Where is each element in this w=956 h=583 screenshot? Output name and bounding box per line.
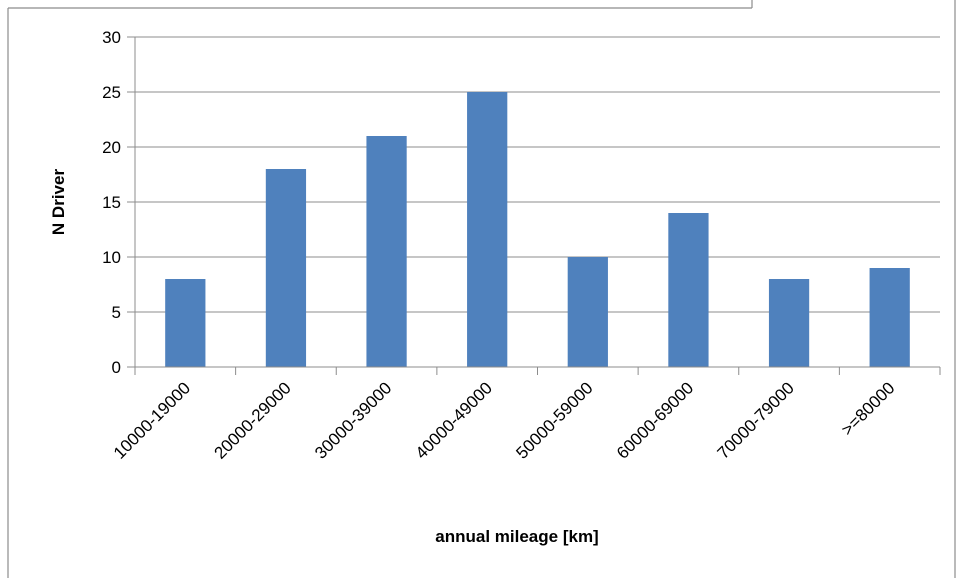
x-tick-label: 60000-69000 [613, 378, 697, 462]
bar-4 [467, 92, 508, 367]
y-tick-label: 15 [102, 193, 121, 212]
y-tick-label: 25 [102, 83, 121, 102]
y-tick-label: 10 [102, 248, 121, 267]
bar-6 [668, 213, 709, 367]
x-axis-label: annual mileage [km] [435, 527, 598, 546]
axes [127, 36, 941, 375]
bar-5 [567, 257, 608, 367]
x-tick-label: >=80000 [838, 378, 899, 439]
y-tick-label: 30 [102, 28, 121, 47]
bar-7 [768, 279, 810, 367]
x-tick-label: 30000-39000 [311, 378, 395, 462]
y-tick-label: 0 [112, 358, 121, 377]
bar-8 [869, 268, 910, 367]
y-axis-label: N Driver [49, 169, 68, 236]
x-tick-labels: 10000-19000 20000-29000 30000-39000 40000-4… [110, 378, 899, 462]
bar-1 [165, 279, 206, 367]
bars [165, 92, 910, 367]
x-tick-label: 20000-29000 [210, 378, 294, 462]
x-tick-label: 40000-49000 [412, 378, 496, 462]
y-tick-labels: 0 5 10 15 20 25 30 [102, 28, 121, 377]
bar-2 [265, 169, 307, 367]
chart-border [7, 0, 956, 578]
gridlines [135, 36, 940, 313]
y-tick-label: 20 [102, 138, 121, 157]
x-tick-label: 10000-19000 [110, 378, 194, 462]
y-tick-label: 5 [112, 303, 121, 322]
bar-3 [366, 136, 407, 367]
x-tick-label: 70000-79000 [714, 378, 798, 462]
x-tick-label: 50000-59000 [512, 378, 596, 462]
